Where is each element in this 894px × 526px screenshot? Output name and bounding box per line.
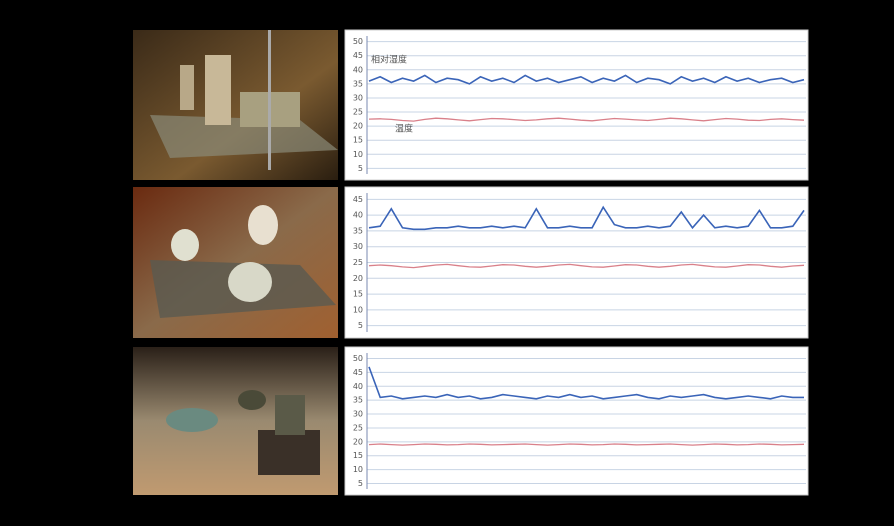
y-tick-label: 10 [353, 150, 363, 159]
y-tick-label: 50 [353, 354, 363, 363]
y-tick-label: 25 [353, 108, 363, 117]
y-tick-label: 25 [353, 423, 363, 432]
y-tick-label: 20 [353, 274, 363, 283]
y-tick-label: 35 [353, 226, 363, 235]
y-tick-label: 30 [353, 410, 363, 419]
y-tick-label: 40 [353, 65, 363, 74]
y-tick-label: 5 [358, 164, 363, 173]
y-tick-label: 25 [353, 258, 363, 267]
y-tick-label: 40 [353, 382, 363, 391]
figure: 5 10 15 20 25 30 35 40 45 50 相对湿度温度 5 10 15 20 25 30 35 40… [0, 0, 894, 526]
y-tick-label: 20 [353, 437, 363, 446]
y-tick-label: 50 [353, 37, 363, 46]
y-tick-label: 5 [358, 479, 363, 488]
y-tick-label: 45 [353, 368, 363, 377]
y-tick-label: 30 [353, 93, 363, 102]
y-tick-label: 15 [353, 136, 363, 145]
series-label: 温度 [395, 123, 413, 135]
y-tick-label: 40 [353, 211, 363, 220]
y-tick-label: 30 [353, 242, 363, 251]
chart-panel [345, 347, 808, 495]
photo [133, 30, 338, 180]
y-tick-label: 15 [353, 290, 363, 299]
y-tick-label: 35 [353, 396, 363, 405]
y-tick-label: 35 [353, 79, 363, 88]
y-tick-label: 10 [353, 305, 363, 314]
y-tick-label: 15 [353, 451, 363, 460]
photo [133, 347, 338, 495]
series-label: 相对湿度 [371, 54, 407, 66]
chart-panel [345, 30, 808, 180]
y-tick-label: 5 [358, 321, 363, 330]
y-tick-label: 45 [353, 51, 363, 60]
photo [133, 187, 338, 338]
y-tick-label: 45 [353, 195, 363, 204]
y-tick-label: 10 [353, 465, 363, 474]
y-tick-label: 20 [353, 122, 363, 131]
